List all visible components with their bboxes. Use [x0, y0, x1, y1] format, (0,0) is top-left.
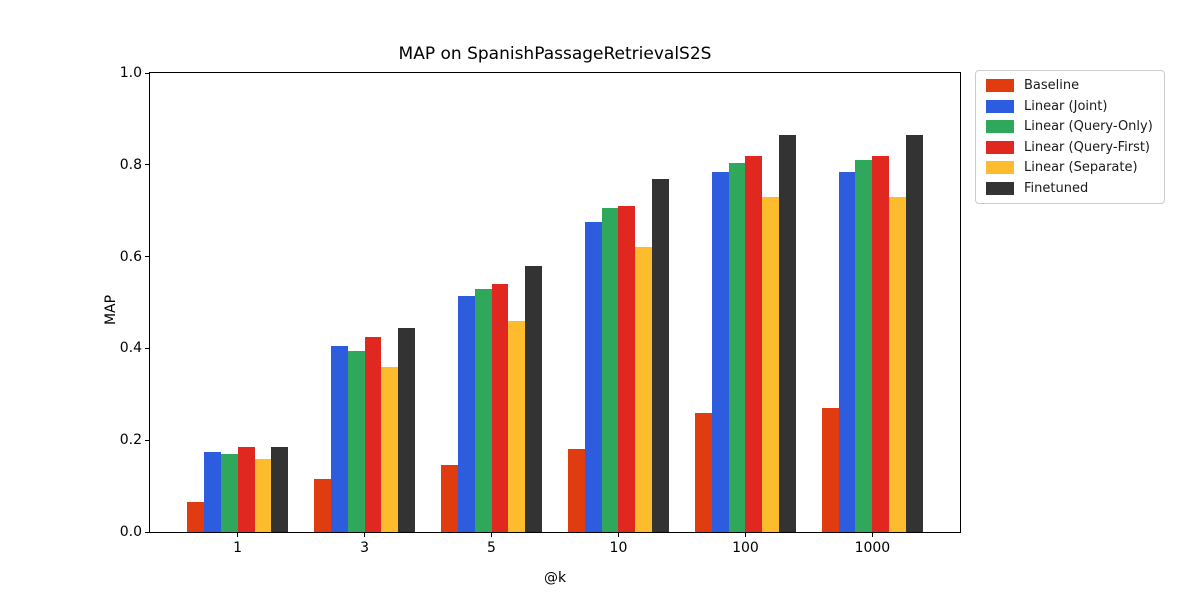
- legend-item: Linear (Separate): [986, 161, 1154, 174]
- y-tick-mark: [145, 256, 149, 258]
- bar-linear-separate-k10: [635, 247, 653, 532]
- legend-swatch-icon: [986, 161, 1014, 174]
- legend-swatch-icon: [986, 99, 1014, 113]
- y-tick-mark: [145, 72, 149, 74]
- bar-linear-query-only-k100: [728, 162, 746, 532]
- legend: Baseline Linear (Joint) Linear (Query-Only…: [975, 70, 1165, 204]
- bar-baseline-k3: [313, 479, 331, 532]
- y-tick-mark: [145, 531, 149, 533]
- legend-swatch-icon: [986, 140, 1014, 154]
- bar-linear-joint-k1: [203, 451, 221, 532]
- bar-linear-query-first-k1000: [872, 155, 890, 532]
- x-tick-label: 100: [732, 540, 759, 556]
- bar-linear-joint-k10: [584, 222, 602, 532]
- bar-linear-joint-k3: [330, 346, 348, 532]
- legend-swatch-icon: [986, 120, 1014, 133]
- x-tick-mark: [237, 533, 239, 537]
- bar-linear-query-only-k10: [601, 208, 619, 532]
- x-tick-label: 5: [487, 540, 496, 556]
- bar-finetuned-k100: [779, 134, 797, 532]
- y-tick-label: 1.0: [119, 65, 142, 81]
- legend-label: Linear (Query-First): [1024, 139, 1151, 155]
- x-tick-mark: [491, 533, 493, 537]
- plot-area: 0.0 0.2 0.4 0.6 0.8 1.0 1 3 5 10 100 1000: [120, 66, 961, 556]
- bar-linear-query-only-k3: [347, 350, 365, 532]
- bar-linear-separate-k3: [381, 366, 399, 532]
- bar-finetuned-k3: [398, 327, 416, 532]
- bar-linear-query-first-k1: [237, 447, 255, 532]
- bar-linear-query-first-k100: [745, 155, 763, 532]
- y-tick-label: 0.0: [119, 524, 142, 540]
- bar-linear-separate-k1000: [889, 196, 907, 532]
- legend-item: Finetuned: [986, 180, 1154, 196]
- x-tick-mark: [364, 533, 366, 537]
- bar-finetuned-k1000: [906, 134, 924, 532]
- y-tick-label: 0.8: [119, 156, 142, 173]
- bar-linear-separate-k1: [254, 458, 272, 532]
- bar-baseline-k1: [186, 502, 204, 532]
- bar-baseline-k100: [694, 412, 712, 532]
- legend-label: Linear (Separate): [1024, 160, 1138, 175]
- bar-linear-query-first-k5: [491, 284, 509, 532]
- legend-item: Linear (Query-Only): [986, 120, 1154, 133]
- x-tick-mark: [744, 533, 746, 537]
- x-tick-label: 1: [233, 540, 243, 556]
- legend-item: Baseline: [986, 79, 1154, 92]
- legend-label: Finetuned: [1024, 180, 1089, 196]
- bar-linear-separate-k100: [762, 196, 780, 532]
- legend-label: Linear (Joint): [1024, 98, 1108, 114]
- legend-item: Linear (Joint): [986, 98, 1154, 114]
- legend-item: Linear (Query-First): [986, 139, 1154, 155]
- bar-finetuned-k10: [652, 178, 670, 532]
- legend-label: Linear (Query-Only): [1024, 119, 1153, 134]
- bar-linear-separate-k5: [508, 320, 526, 532]
- x-tick-label: 3: [360, 540, 370, 556]
- legend-swatch-icon: [986, 79, 1014, 92]
- bar-finetuned-k1: [271, 447, 289, 532]
- y-axis-label: MAP: [103, 294, 120, 326]
- y-tick-mark: [145, 439, 149, 441]
- y-tick-mark: [145, 164, 149, 166]
- legend-swatch-icon: [986, 181, 1014, 195]
- bar-linear-query-only-k5: [474, 288, 492, 532]
- x-tick-mark: [617, 533, 619, 537]
- bar-finetuned-k5: [525, 265, 543, 532]
- bar-linear-query-only-k1000: [855, 160, 873, 532]
- y-tick-label: 0.2: [119, 432, 142, 449]
- bar-linear-query-first-k3: [364, 336, 382, 532]
- x-tick-label: 1000: [854, 540, 891, 556]
- y-tick-label: 0.4: [119, 340, 142, 357]
- bar-linear-joint-k100: [711, 171, 729, 532]
- bar-linear-joint-k1000: [838, 171, 856, 532]
- bar-baseline-k1000: [821, 408, 839, 532]
- bar-linear-joint-k5: [457, 295, 475, 532]
- chart-title: MAP on SpanishPassageRetrievalS2S: [398, 44, 712, 64]
- bar-linear-query-first-k10: [618, 206, 636, 532]
- x-tick-mark: [871, 533, 873, 537]
- legend-label: Baseline: [1024, 78, 1080, 93]
- bar-baseline-k10: [567, 449, 585, 532]
- bar-baseline-k5: [440, 465, 458, 532]
- x-tick-label: 10: [609, 540, 628, 556]
- y-tick-label: 0.6: [119, 248, 142, 265]
- y-tick-mark: [145, 347, 149, 349]
- bar-linear-query-only-k1: [220, 453, 238, 532]
- x-axis-label: @k: [543, 570, 567, 586]
